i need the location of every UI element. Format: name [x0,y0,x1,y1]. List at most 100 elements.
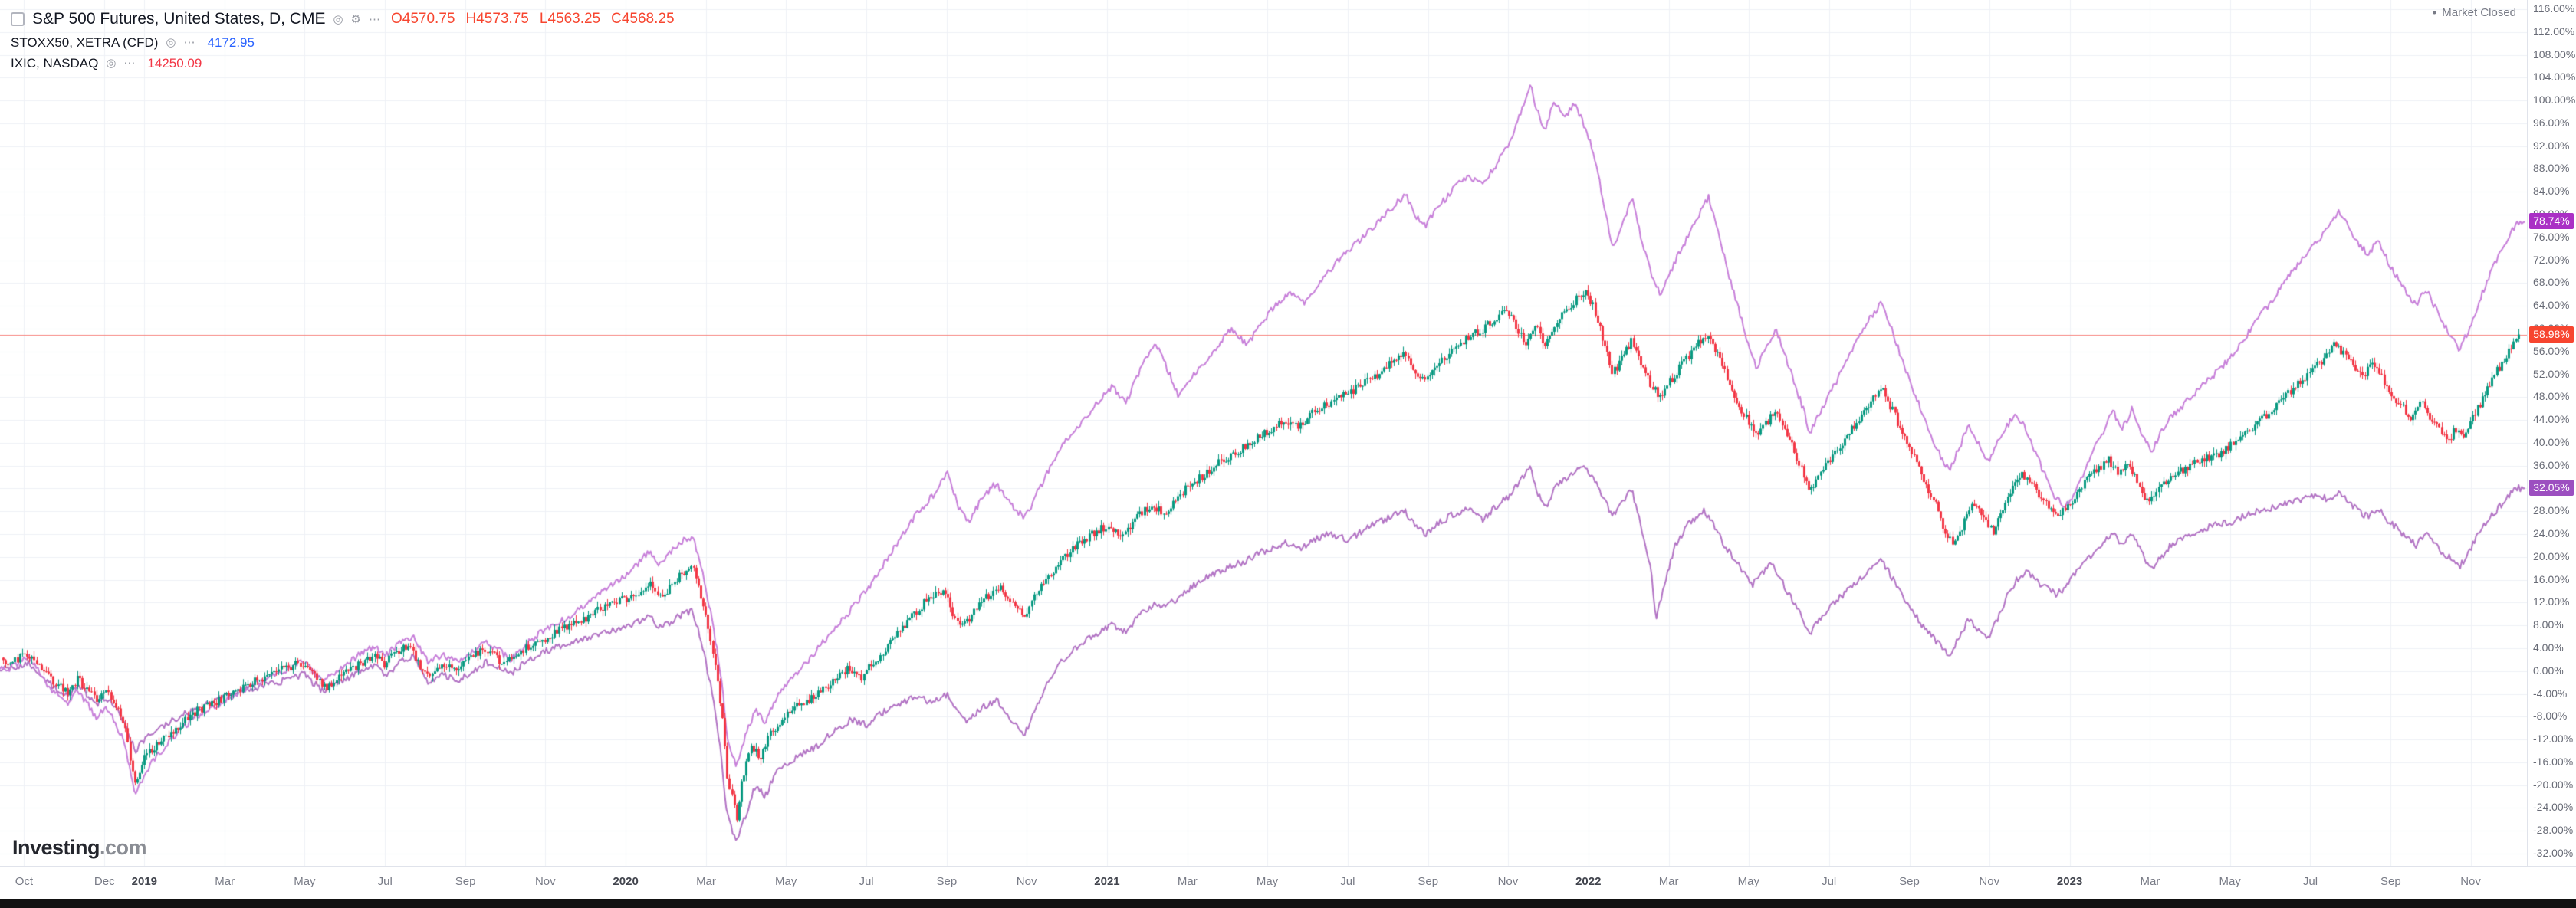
y-axis-label: -32.00% [2533,847,2574,859]
more-icon[interactable]: ⋯ [369,12,380,26]
x-axis-label: Sep [1418,875,1439,888]
visibility-icon[interactable]: ◎ [166,36,176,49]
y-axis-label: 28.00% [2533,504,2570,517]
x-axis-label: 2023 [2056,875,2083,888]
x-axis-label: Sep [2380,875,2401,888]
y-axis-label: 92.00% [2533,139,2570,152]
x-axis-label: Mar [1658,875,1679,888]
y-axis-label: 116.00% [2533,2,2575,15]
x-axis-label: Mar [696,875,716,888]
x-axis-label: May [294,875,316,888]
y-axis-label: 56.00% [2533,344,2570,357]
y-axis-label: 84.00% [2533,185,2570,198]
overlay-value-stoxx: 4172.95 [207,34,255,50]
price-badge: 32.05% [2529,480,2574,497]
market-status: • Market Closed [2432,6,2516,19]
bottom-strip [0,899,2576,908]
y-axis-label: -28.00% [2533,824,2574,837]
x-axis-label: Mar [2140,875,2160,888]
x-axis-label: Jul [1340,875,1355,888]
y-axis-label: -12.00% [2533,733,2574,746]
visibility-icon[interactable]: ◎ [106,57,117,70]
high-value: H4573.75 [465,11,529,27]
overlay-title-stoxx[interactable]: STOXX50, XETRA (CFD) [11,34,159,50]
x-axis-label: Nov [1497,875,1519,888]
x-axis-label: Nov [534,875,556,888]
visibility-icon[interactable]: ◎ [333,12,343,26]
x-axis-label: Nov [1979,875,2000,888]
x-axis-label: Sep [455,875,476,888]
y-axis-label: 88.00% [2533,162,2570,175]
x-axis-label: May [775,875,797,888]
x-axis-label: Jul [1822,875,1837,888]
y-axis-label: 108.00% [2533,48,2576,61]
y-axis-label: 64.00% [2533,299,2570,312]
x-axis-label: May [1256,875,1279,888]
x-axis-label: Nov [2460,875,2481,888]
overlay-value-ixic: 14250.09 [147,55,202,70]
time-axis[interactable]: Oct Dec 2019 Mar May Jul Sep Nov 2020 Mar May Jul Se… [0,866,2576,900]
legend-main-row: S&P 500 Futures, United States, D, CME ◎… [11,6,675,32]
market-status-label: Market Closed [2442,6,2516,19]
y-axis-label: 72.00% [2533,253,2570,266]
more-icon[interactable]: ⋯ [123,57,136,70]
y-axis-label: 68.00% [2533,276,2570,289]
legend-overlay-row-ixic: IXIC, NASDAQ ◎ ⋯ 14250.09 [11,53,675,74]
y-axis-label: 48.00% [2533,390,2570,403]
price-axis[interactable]: 116.00% 112.00% 108.00% 104.00% 100.00% 96.00… [2527,0,2576,866]
x-axis-label: 2021 [1094,875,1120,888]
y-axis-label: 76.00% [2533,230,2570,243]
y-axis-label: 16.00% [2533,572,2570,585]
settings-icon[interactable]: ⚙ [350,12,361,26]
symbol-title[interactable]: S&P 500 Futures, United States, D, CME [32,10,326,28]
legend-source-icon[interactable] [11,12,25,26]
y-axis-label: 12.00% [2533,595,2570,608]
x-axis-label: Jul [377,875,393,888]
y-axis-label: 20.00% [2533,549,2570,562]
open-value: O4570.75 [391,11,455,27]
y-axis-label: 24.00% [2533,527,2570,540]
plot-area: S&P 500 Futures, United States, D, CME ◎… [0,0,2527,866]
x-axis-label: 2020 [613,875,639,888]
price-chart-canvas[interactable] [0,0,2527,866]
market-status-dot-icon: • [2432,5,2437,20]
x-axis-label: Mar [215,875,235,888]
investing-logo-tld: .com [100,836,147,859]
y-axis-label: -24.00% [2533,801,2574,814]
price-badge: 78.74% [2529,213,2574,230]
y-axis-label: 100.00% [2533,93,2576,107]
price-badge: 58.98% [2529,326,2574,343]
y-axis-label: -16.00% [2533,755,2574,768]
low-value: L4563.25 [539,11,601,27]
y-axis-label: 96.00% [2533,116,2570,129]
x-axis-label: Jul [2302,875,2318,888]
close-value: C4568.25 [611,11,675,27]
x-axis-label: May [1737,875,1760,888]
legend: S&P 500 Futures, United States, D, CME ◎… [11,6,675,74]
y-axis-label: -20.00% [2533,778,2574,791]
y-axis-label: -4.00% [2533,687,2568,700]
legend-overlay-row-stoxx: STOXX50, XETRA (CFD) ◎ ⋯ 4172.95 [11,32,675,53]
y-axis-label: 8.00% [2533,618,2564,631]
x-axis-label: Sep [936,875,958,888]
y-axis-label: 112.00% [2533,25,2575,38]
y-axis-label: 52.00% [2533,367,2570,380]
x-axis-label: Jul [859,875,874,888]
investing-logo[interactable]: Investing.com [12,836,147,860]
x-axis-label: Dec [94,875,115,888]
x-axis-label: Nov [1016,875,1037,888]
overlay-title-ixic[interactable]: IXIC, NASDAQ [11,55,99,70]
y-axis-label: 40.00% [2533,435,2570,448]
y-axis-label: 36.00% [2533,458,2570,471]
x-axis-label: Sep [1899,875,1920,888]
y-axis-label: 4.00% [2533,641,2564,654]
y-axis-label: 0.00% [2533,664,2564,677]
y-axis-label: 104.00% [2533,70,2576,84]
x-axis-label: 2019 [131,875,158,888]
x-axis-label: 2022 [1576,875,1602,888]
more-icon[interactable]: ⋯ [183,36,196,49]
y-axis-label: 44.00% [2533,413,2570,426]
x-axis-label: Mar [1177,875,1198,888]
x-axis-label: May [2219,875,2241,888]
